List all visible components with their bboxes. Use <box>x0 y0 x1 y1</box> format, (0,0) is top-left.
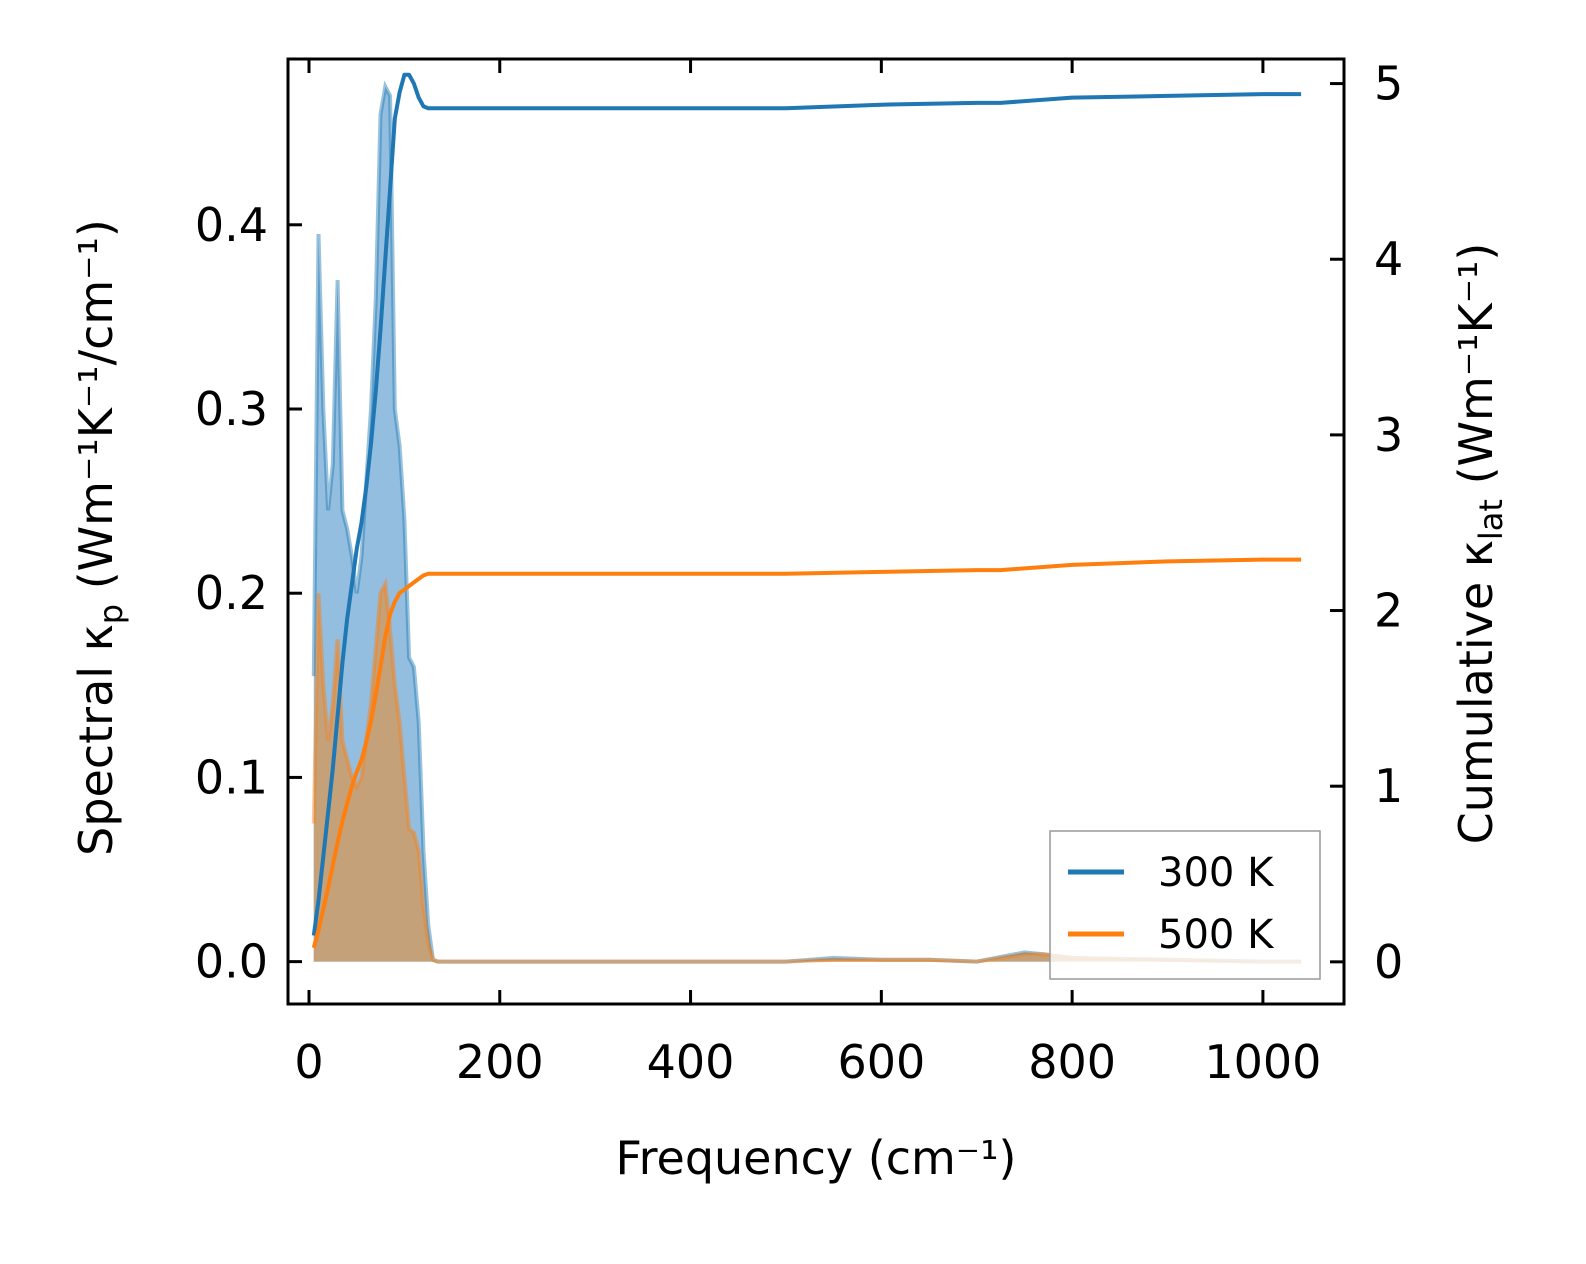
x-axis-label: Frequency (cm⁻¹) <box>616 1131 1017 1185</box>
x-tick-label: 0 <box>294 1035 323 1089</box>
x-tick-label: 800 <box>1028 1035 1116 1089</box>
y-left-tick-label: 0.4 <box>195 198 268 252</box>
y-right-tick-label: 4 <box>1374 232 1403 286</box>
y-right-label-base: Cumulative κ <box>1449 540 1503 844</box>
spectral-line-0 <box>311 80 1302 964</box>
y-right-tick-label: 3 <box>1374 408 1403 462</box>
y-right-label-sub: lat <box>1472 499 1510 540</box>
y-right-axis-label: Cumulative κlat (Wm⁻¹K⁻¹) <box>1449 243 1510 845</box>
x-tick-label: 200 <box>456 1035 544 1089</box>
y-left-tick-label: 0.3 <box>195 382 268 436</box>
y-left-label-unit: (Wm⁻¹K⁻¹/cm⁻¹) <box>69 219 123 604</box>
x-tick-label: 400 <box>647 1035 735 1089</box>
x-tick-label: 1000 <box>1204 1035 1321 1089</box>
spectral-layer <box>311 80 1302 964</box>
spectral-area-1 <box>313 584 1302 962</box>
y-left-tick-label: 0.1 <box>195 750 268 804</box>
y-right-tick-label: 2 <box>1374 584 1403 638</box>
cumulative-line-0 <box>311 72 1302 936</box>
cumulative-line-1 <box>311 557 1302 949</box>
cumulative-layer <box>311 72 1302 949</box>
plot-frame <box>286 57 1346 1006</box>
legend-label-300k: 300 K <box>1158 850 1275 896</box>
y-right-label-unit: (Wm⁻¹K⁻¹) <box>1449 243 1503 499</box>
y-left-axis-label: Spectral κp (Wm⁻¹K⁻¹/cm⁻¹) <box>69 219 130 856</box>
ticks-layer: 0 200 400 600 800 1000 0.0 0.1 0.2 0.3 0.4 0 1 2 3 4 5 <box>195 57 1403 1089</box>
legend: 300 K 500 K <box>1049 830 1321 980</box>
y-left-tick-label: 0.0 <box>195 935 268 989</box>
spectral-line-1 <box>311 577 1302 964</box>
y-right-tick-label: 5 <box>1374 57 1403 111</box>
y-left-tick-label: 0.2 <box>195 566 268 620</box>
y-left-label-base: Spectral κ <box>69 624 123 856</box>
legend-label-500k: 500 K <box>1158 912 1275 958</box>
x-tick-label: 600 <box>837 1035 925 1089</box>
legend-box <box>1049 830 1321 980</box>
y-left-label-sub: p <box>92 604 130 624</box>
y-right-tick-label: 1 <box>1374 759 1403 813</box>
y-right-tick-label: 0 <box>1374 935 1403 989</box>
